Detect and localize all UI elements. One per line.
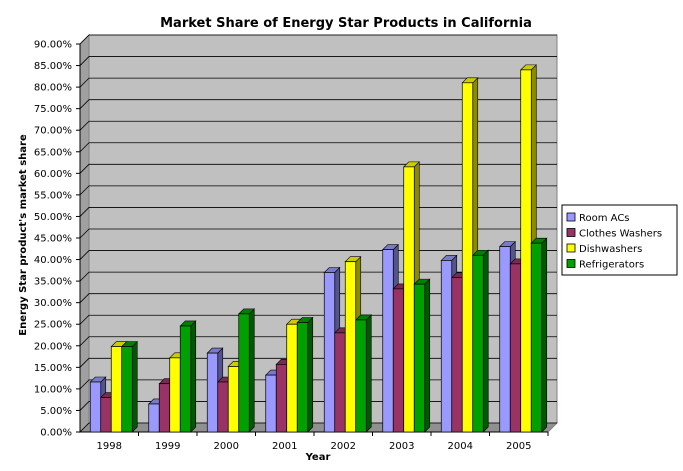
bar-side: [307, 316, 314, 433]
bar: [110, 346, 123, 433]
bar: [344, 261, 357, 433]
bar: [100, 397, 112, 433]
bar-side: [190, 320, 197, 433]
gridline: [79, 185, 557, 196]
y-tick-label: 10.00%: [34, 384, 72, 395]
bar: [382, 249, 394, 433]
x-axis-label: Year: [305, 452, 331, 463]
bar-side: [365, 314, 372, 433]
x-tick-label: 2000: [214, 441, 239, 452]
bar-side: [482, 249, 489, 433]
gridline: [79, 207, 557, 217]
gridline: [79, 56, 557, 66]
legend: Room ACs Clothes Washers Dishwashers Refrig…: [561, 204, 678, 276]
bar: [323, 272, 336, 433]
legend-swatch: [566, 212, 576, 222]
bar: [275, 363, 288, 433]
bar: [520, 69, 532, 433]
bar: [530, 242, 543, 433]
legend-label: Dishwashers: [579, 244, 642, 255]
x-tick-label: 2002: [331, 441, 356, 452]
gridline: [79, 142, 557, 153]
gridline: [79, 77, 557, 88]
bar: [334, 332, 346, 433]
legend-box: [561, 204, 678, 276]
legend-swatch: [566, 243, 576, 253]
y-tick-label: 75.00%: [34, 104, 72, 115]
bar: [355, 319, 367, 433]
bar: [121, 346, 133, 433]
bar-side: [424, 278, 431, 433]
bar: [265, 374, 277, 433]
y-tick-label: 85.00%: [34, 61, 72, 72]
bar: [461, 82, 474, 433]
gridline: [79, 99, 557, 109]
gridline: [79, 120, 557, 131]
legend-swatch: [566, 228, 576, 237]
y-tick-label: 60.00%: [34, 169, 72, 180]
x-tick-label: 2001: [272, 441, 297, 452]
y-tick-label: 90.00%: [34, 40, 72, 51]
y-axis-label: Energy Star product's market share: [18, 134, 29, 336]
x-tick-label: 2005: [506, 441, 531, 452]
chart-title: Market Share of Energy Star Products in …: [160, 16, 532, 31]
y-tick-label: 15.00%: [34, 363, 72, 374]
x-tick-label: 1998: [97, 441, 122, 452]
bar: [440, 260, 453, 433]
bar: [89, 381, 102, 433]
bar: [286, 323, 298, 433]
legend-swatch: [566, 259, 576, 268]
gridline: [79, 163, 557, 174]
bar: [509, 263, 522, 433]
y-tick-label: 50.00%: [34, 212, 72, 223]
y-tick-label: 0.00%: [40, 428, 72, 439]
x-tick-label: 1999: [155, 441, 180, 452]
x-tick-label: 2003: [389, 441, 414, 452]
y-tick-label: 20.00%: [34, 341, 72, 352]
gridline: [79, 271, 557, 282]
y-tick-label: 5.00%: [40, 406, 72, 417]
bar: [227, 366, 240, 433]
y-tick-label: 80.00%: [34, 83, 72, 94]
y-tick-label: 70.00%: [34, 126, 72, 137]
bar-side: [131, 340, 138, 433]
bar: [206, 352, 219, 433]
legend-label: Refrigerators: [579, 260, 644, 271]
legend-label: Room ACs: [579, 213, 630, 224]
bar: [451, 277, 463, 433]
bar: [179, 325, 192, 433]
bar: [296, 322, 309, 433]
bar-side: [541, 237, 548, 433]
plot-area: 0.00% 5.00% 10.00% 15.00% 20.00% 25.00% 30.00%…: [34, 33, 559, 452]
bar: [217, 381, 229, 433]
y-tick-label: 45.00%: [34, 234, 72, 245]
bar-side: [248, 308, 255, 433]
y-tick-label: 25.00%: [34, 320, 72, 331]
bar: [413, 283, 426, 433]
bar: [499, 246, 511, 433]
y-tick-label: 65.00%: [34, 147, 72, 158]
y-tick-label: 35.00%: [34, 277, 72, 288]
gridline: [79, 34, 557, 45]
x-tick-label: 2004: [448, 441, 473, 452]
y-tick-label: 30.00%: [34, 298, 72, 309]
bar: [158, 383, 171, 433]
bar: [148, 403, 160, 433]
bar: [169, 357, 181, 433]
bar: [392, 288, 405, 433]
bar: [472, 254, 484, 433]
legend-label: Clothes Washers: [579, 229, 662, 240]
bar: [403, 166, 415, 433]
y-tick-label: 40.00%: [34, 255, 72, 266]
gridline: [79, 250, 557, 260]
y-tick-label: 55.00%: [34, 190, 72, 201]
bar: [238, 313, 250, 433]
gridline: [79, 228, 557, 239]
